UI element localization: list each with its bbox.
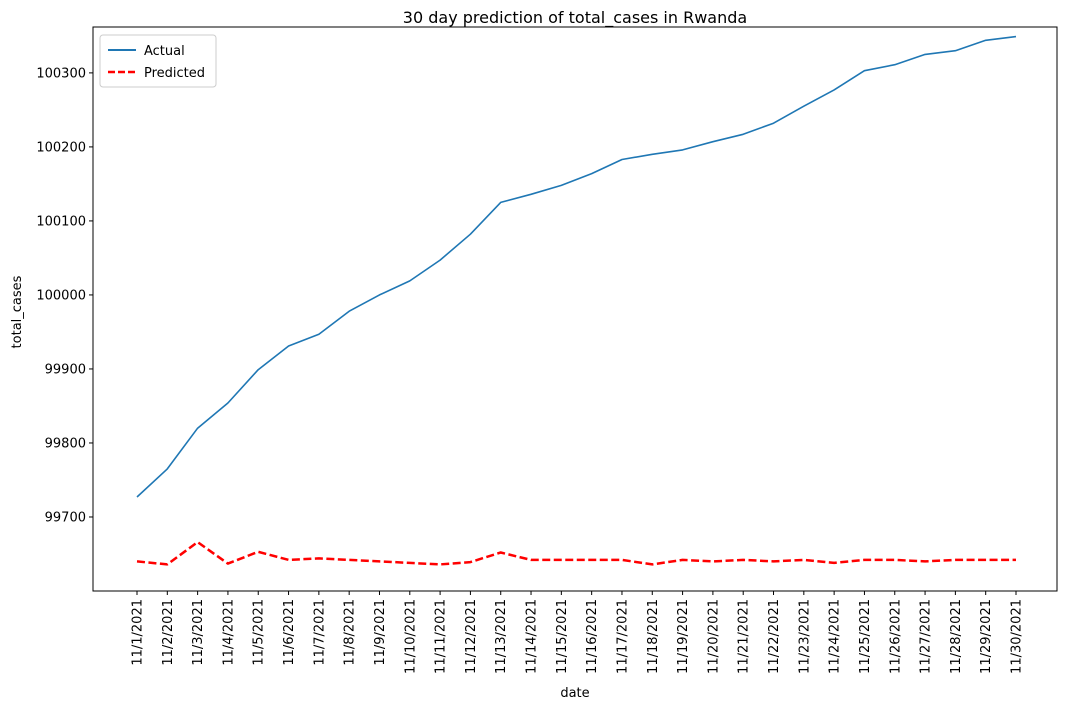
x-tick-label: 11/14/2021 <box>525 599 540 674</box>
x-tick-label: 11/18/2021 <box>646 599 661 674</box>
y-tick-label: 100100 <box>36 214 86 229</box>
x-axis-label: date <box>560 686 589 701</box>
x-tick-label: 11/10/2021 <box>403 599 418 674</box>
x-tick-label: 11/1/2021 <box>131 599 146 666</box>
x-tick-label: 11/12/2021 <box>464 599 479 674</box>
x-tick-label: 11/9/2021 <box>373 599 388 666</box>
legend-box <box>99 34 217 88</box>
x-axis: 11/1/2021 11/2/2021 11/3/2021 11/4/2021 11/5… <box>131 591 1025 674</box>
legend: Actual Predicted <box>99 34 217 88</box>
x-tick-label: 11/5/2021 <box>252 599 267 666</box>
x-tick-label: 11/11/2021 <box>434 599 449 674</box>
x-tick-label: 11/8/2021 <box>343 599 358 666</box>
y-axis-label: total_cases <box>10 275 25 348</box>
x-tick-label: 11/28/2021 <box>949 599 964 674</box>
x-tick-label: 11/26/2021 <box>888 599 903 674</box>
series-layer <box>136 35 1017 566</box>
y-axis: 99700 99800 99900 100000 100100 100200 100300 <box>36 66 93 525</box>
x-tick-label: 11/6/2021 <box>282 599 297 666</box>
series-line-actual <box>136 35 1017 498</box>
y-tick-label: 100200 <box>36 140 86 155</box>
x-tick-label: 11/23/2021 <box>797 599 812 674</box>
y-tick-label: 100300 <box>36 66 86 81</box>
x-tick-label: 11/15/2021 <box>555 599 570 674</box>
x-tick-label: 11/13/2021 <box>494 599 509 674</box>
x-tick-label: 11/21/2021 <box>737 599 752 674</box>
x-tick-label: 11/24/2021 <box>828 599 843 674</box>
x-tick-label: 11/20/2021 <box>706 599 721 674</box>
x-tick-label: 11/25/2021 <box>858 599 873 674</box>
x-tick-label: 11/16/2021 <box>585 599 600 674</box>
legend-label-actual: Actual <box>144 44 185 59</box>
series-line-predicted <box>136 540 1016 566</box>
x-tick-label: 11/19/2021 <box>676 599 691 674</box>
x-tick-label: 11/17/2021 <box>615 599 630 674</box>
x-tick-label: 11/3/2021 <box>191 599 206 666</box>
y-tick-label: 99700 <box>45 510 86 525</box>
x-tick-label: 11/7/2021 <box>312 599 327 666</box>
y-tick-label: 100000 <box>36 288 86 303</box>
x-tick-label: 11/29/2021 <box>979 599 994 674</box>
plot-area <box>92 26 1058 592</box>
y-tick-label: 99900 <box>45 362 86 377</box>
x-tick-label: 11/27/2021 <box>919 599 934 674</box>
x-tick-label: 11/30/2021 <box>1010 599 1025 674</box>
x-tick-label: 11/22/2021 <box>767 599 782 674</box>
x-tick-label: 11/2/2021 <box>161 599 176 666</box>
chart-title: 30 day prediction of total_cases in Rwan… <box>403 8 747 28</box>
x-tick-label: 11/4/2021 <box>221 599 236 666</box>
legend-label-predicted: Predicted <box>144 66 205 81</box>
y-tick-label: 99800 <box>45 436 86 451</box>
plot-frame <box>92 26 1058 592</box>
